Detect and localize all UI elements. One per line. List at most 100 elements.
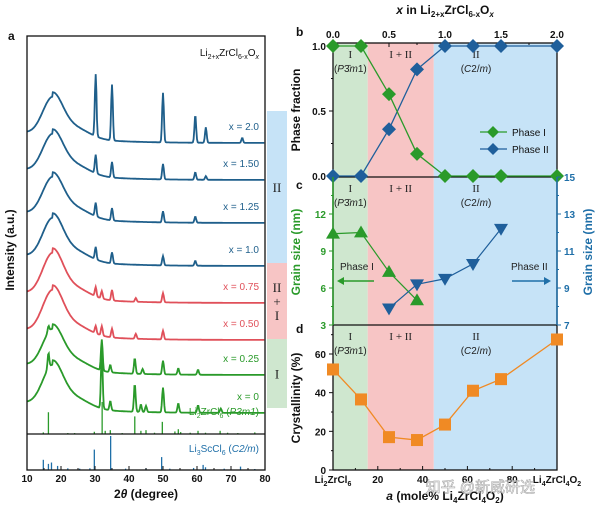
data-point [466, 169, 480, 183]
y-tick-label-right: 15 [564, 173, 576, 184]
data-point [354, 169, 368, 183]
xrd-trace [26, 350, 265, 414]
region-sublabel: (C2/m) [461, 198, 492, 209]
x-tick-label: Li2ZrCl6 [315, 475, 352, 488]
panel-d-xlabel: a (mole% Li4ZrCl4O2) [386, 489, 503, 505]
xrd-trace-label: x = 1.25 [223, 202, 259, 213]
data-point [410, 146, 424, 161]
series-phase-ii [382, 223, 508, 316]
data-point [327, 363, 339, 376]
xrd-trace-label: x = 0.25 [223, 354, 259, 365]
x-tick-label: 20 [55, 474, 67, 485]
region-label: I + II [389, 183, 412, 195]
data-point [382, 303, 396, 316]
data-point [382, 264, 396, 277]
data-point [439, 418, 451, 431]
phase-bar-segment [267, 339, 287, 408]
region-sublabel: (P3̄m1) [334, 64, 367, 75]
reference-label: Li3ScCl6 (C2/m) [189, 444, 259, 457]
y-tick-label: 20 [315, 427, 327, 438]
legend-label: Phase II [512, 145, 549, 156]
xrd-trace-label: x = 0.50 [223, 319, 259, 330]
phase-bar-label: II [273, 280, 282, 295]
reference-pattern: Li2ZrCl6 (P3m1) [42, 402, 259, 434]
xrd-trace [26, 128, 265, 181]
series-phase-i [326, 225, 424, 306]
x-tick-label: 10 [21, 474, 33, 485]
arrow-right-head [544, 277, 551, 285]
xrd-trace-label: x = 0 [237, 392, 259, 403]
panel-letter-d: d [296, 322, 303, 336]
y-tick-label: 40 [315, 389, 327, 400]
y-tick-label: 12 [315, 210, 327, 221]
y-tick-label: 9 [320, 247, 326, 258]
phase-bar-label: I [275, 308, 279, 323]
phase-region [433, 43, 557, 470]
data-point [382, 122, 396, 137]
data-point [438, 39, 452, 53]
data-point [410, 279, 424, 292]
reference-pattern: Li3ScCl6 (C2/m) [42, 436, 259, 470]
data-point [326, 169, 340, 183]
region-label: I + II [389, 49, 412, 61]
data-point [495, 373, 507, 386]
top-x-tick-label: 0.0 [326, 30, 340, 41]
top-x-tick-label: 0.5 [382, 30, 396, 41]
panel-a-xlabel: 2θ (degree) [114, 487, 178, 501]
xrd-trace [26, 171, 265, 224]
region-sublabel: (P3̄m1) [334, 346, 367, 357]
top-x-tick-label: 1.5 [494, 30, 508, 41]
legend-marker [487, 143, 499, 155]
reference-label: Li2ZrCl6 (P3m1) [189, 407, 259, 420]
phase-bar-segment [267, 111, 287, 263]
data-point [382, 87, 396, 102]
top-x-tick-label: 1.0 [438, 30, 452, 41]
xrd-trace [26, 247, 265, 304]
region-label: II [472, 49, 480, 61]
arrow-left-head [337, 277, 344, 285]
data-point [466, 39, 480, 53]
panel-b-ylabel: Phase fraction [289, 69, 303, 152]
data-point [467, 384, 479, 397]
xrd-trace-label: x = 0.75 [223, 282, 259, 293]
series-phase-i [326, 39, 564, 183]
xrd-traces: x = 2.0 x = 1.50 x = 1.25 x = 1.0 x = 0.75 x … [26, 74, 265, 414]
panel-letter-c: c [296, 178, 303, 192]
y-tick-label-right: 11 [564, 247, 575, 258]
phase-bar-label: I [275, 367, 279, 382]
data-point [410, 62, 424, 77]
region-label: II [472, 183, 480, 195]
panel-letter-b: b [296, 25, 303, 39]
data-point [494, 223, 508, 236]
xrd-trace-label: x = 2.0 [229, 122, 260, 133]
y-tick-label: 0.5 [312, 107, 326, 118]
data-point [466, 259, 480, 271]
y-tick-label: 0.0 [312, 172, 326, 183]
panel-c-ylabel-left: Grain size (nm) [289, 209, 303, 296]
x-tick-label: 40 [123, 474, 135, 485]
series-line [332, 231, 418, 301]
region-sublabel: (C2/m) [461, 64, 492, 75]
panel-b-top-xlabel: x in Li2+xZrCl6-xOx [395, 3, 494, 19]
y-tick-label: 60 [315, 350, 327, 361]
data-point [354, 39, 368, 53]
data-point [494, 39, 508, 53]
panel-d-ylabel: Crystallinity (%) [289, 353, 303, 444]
xrd-trace [26, 323, 265, 376]
data-point [354, 225, 368, 238]
x-tick-label: Li4ZrCl4O2 [533, 475, 581, 488]
phase-bar-label: II [273, 180, 282, 195]
series-crystallinity [327, 333, 563, 447]
x-tick-label: 50 [157, 474, 169, 485]
region-label: I + II [389, 331, 412, 343]
data-point [438, 273, 452, 286]
data-point [550, 39, 564, 53]
data-point [550, 169, 564, 183]
xrd-trace [26, 74, 265, 144]
region-label: I [349, 331, 353, 343]
y-tick-label-right: 7 [564, 321, 570, 332]
data-point [551, 333, 563, 346]
legend-label: Phase I [512, 128, 546, 139]
y-tick-label-right: 9 [564, 284, 570, 295]
